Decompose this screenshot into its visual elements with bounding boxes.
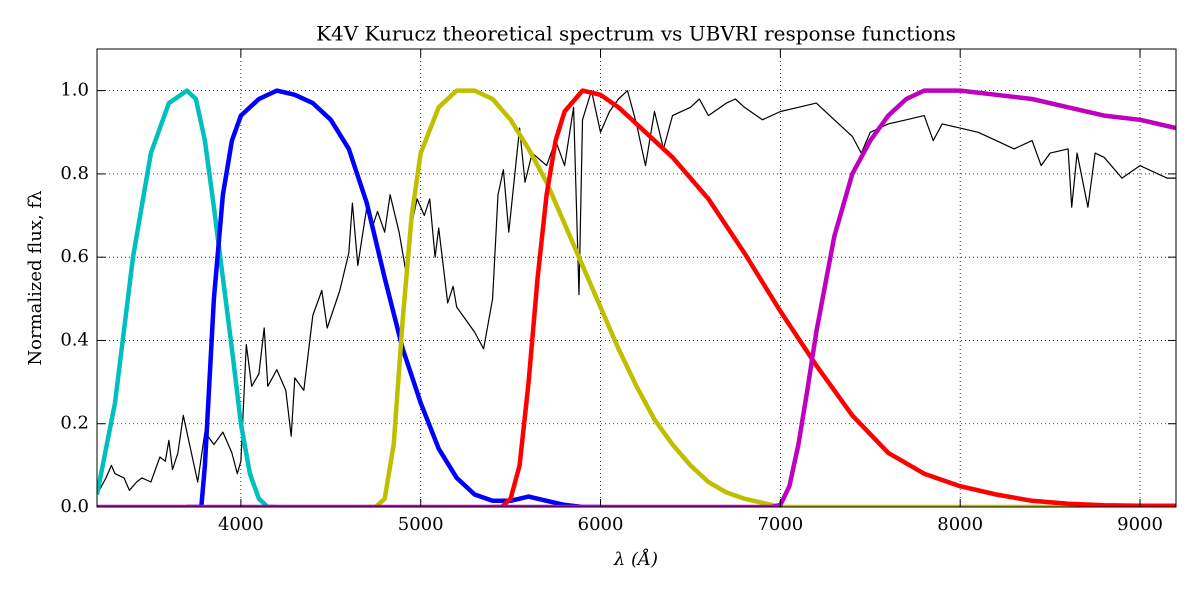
y-tick-label: 0.2	[60, 413, 89, 434]
y-axis-label: Normalized flux, fλ	[25, 190, 46, 365]
y-tick-label: 0.6	[60, 246, 89, 267]
series-line	[97, 90, 1176, 495]
x-tick-label: 7000	[757, 514, 803, 535]
series-line	[186, 88, 601, 507]
axes-frame	[96, 48, 1177, 508]
x-tick-label: 5000	[398, 514, 444, 535]
y-tick-label: 1.0	[60, 80, 89, 101]
y-tick-label: 0.8	[60, 163, 89, 184]
x-tick-label: 4000	[218, 514, 264, 535]
x-tick-label: 6000	[578, 514, 624, 535]
x-tick-label: 9000	[1117, 514, 1163, 535]
chart-title: K4V Kurucz theoretical spectrum vs UBVRI…	[316, 22, 956, 46]
x-axis-label: λ (Å)	[613, 548, 658, 570]
y-tick-label: 0.0	[60, 496, 89, 517]
series-line	[492, 88, 1176, 507]
series-line	[97, 88, 1176, 507]
series-line	[366, 88, 1176, 507]
x-tick-label: 8000	[937, 514, 983, 535]
y-tick-label: 0.4	[60, 329, 89, 350]
plot-area	[97, 49, 1176, 508]
series-line	[97, 88, 277, 507]
